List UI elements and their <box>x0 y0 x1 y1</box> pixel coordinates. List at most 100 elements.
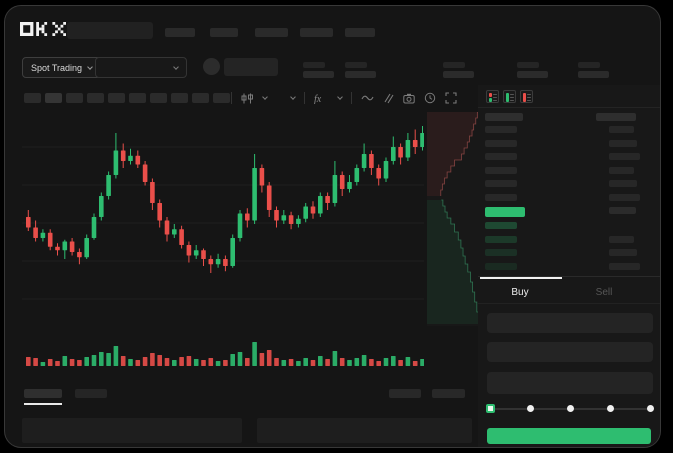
trading-app-window: Spot Trading fx <box>5 6 660 447</box>
market-type-selector[interactable]: Spot Trading <box>22 57 102 78</box>
orderbook-price-header <box>485 113 523 121</box>
book-combined-icon[interactable] <box>486 90 499 103</box>
timeframe-button[interactable] <box>171 93 188 103</box>
orderbook-amount-header <box>596 113 636 121</box>
pair-avatar <box>203 58 220 75</box>
timeframe-button[interactable] <box>150 93 167 103</box>
chevron-down-icon[interactable] <box>262 94 268 100</box>
layout-chevron-icon[interactable] <box>290 94 296 100</box>
bid-amount-placeholder[interactable] <box>609 249 637 256</box>
candle-type-icon[interactable] <box>241 93 254 104</box>
history-icon[interactable] <box>424 92 436 104</box>
timeframe-button[interactable] <box>87 93 104 103</box>
tab-sell[interactable]: Sell <box>595 287 613 298</box>
depth-chart[interactable] <box>427 112 480 326</box>
divider <box>304 92 305 104</box>
pair-name-placeholder <box>224 58 278 76</box>
stat-value-placeholder <box>517 71 548 78</box>
orderbook-view-toggles <box>486 90 533 103</box>
slider-stop[interactable] <box>606 405 614 412</box>
chevron-down-icon <box>87 63 93 70</box>
divider <box>231 92 232 104</box>
bid-amount-placeholder[interactable] <box>609 262 640 270</box>
bottom-tab-indicator <box>24 403 62 405</box>
amount-input[interactable] <box>487 342 653 362</box>
timeframe-button[interactable] <box>108 93 125 103</box>
ask-amount-placeholder[interactable] <box>609 139 637 147</box>
ask-price-placeholder[interactable] <box>485 166 517 174</box>
bottom-action-button[interactable] <box>432 389 465 398</box>
chevron-down-icon <box>173 63 179 70</box>
book-sell-icon[interactable] <box>520 90 533 103</box>
stat-value-placeholder <box>345 71 376 78</box>
stat-label-placeholder <box>345 62 367 68</box>
okx-logo[interactable] <box>20 22 66 37</box>
draw-tool-icon[interactable] <box>383 93 394 104</box>
stat-label-placeholder <box>443 62 465 68</box>
timeframe-button[interactable] <box>66 93 83 103</box>
nav-item-placeholder[interactable] <box>255 28 288 37</box>
ask-price-placeholder[interactable] <box>485 139 517 147</box>
ask-amount-placeholder[interactable] <box>609 166 634 174</box>
slider-handle[interactable] <box>485 404 495 413</box>
camera-icon[interactable] <box>403 93 415 104</box>
stat-label-placeholder <box>517 62 539 68</box>
ask-amount-placeholder[interactable] <box>609 153 640 160</box>
total-input[interactable] <box>487 372 653 394</box>
buy-submit-button[interactable] <box>487 428 651 444</box>
book-buy-icon[interactable] <box>503 90 516 103</box>
timeframe-button[interactable] <box>45 93 62 103</box>
market-type-label: Spot Trading <box>31 62 83 73</box>
ask-price-placeholder[interactable] <box>485 153 517 160</box>
candlestick-chart[interactable] <box>22 112 424 374</box>
bid-price-placeholder[interactable] <box>485 235 517 243</box>
nav-item-placeholder[interactable] <box>165 28 195 37</box>
stat-value-placeholder <box>578 71 609 78</box>
ask-price-placeholder[interactable] <box>485 180 517 187</box>
ask-amount-placeholder[interactable] <box>609 180 637 187</box>
amount-placeholder[interactable] <box>609 207 636 214</box>
bottom-panel-right <box>257 418 472 443</box>
bid-price-placeholder[interactable] <box>485 222 517 229</box>
chart-toolbar-icons: fx <box>231 91 457 105</box>
stat-label-placeholder <box>303 62 325 68</box>
search-input[interactable] <box>67 22 153 39</box>
bid-amount-placeholder[interactable] <box>609 235 634 243</box>
bottom-tab-active[interactable] <box>24 389 62 398</box>
fullscreen-icon[interactable] <box>445 92 457 104</box>
slider-stop[interactable] <box>566 405 574 412</box>
divider <box>351 92 352 104</box>
nav-item-placeholder[interactable] <box>300 28 333 37</box>
divider <box>478 303 660 304</box>
timeframe-button[interactable] <box>129 93 146 103</box>
stat-value-placeholder <box>303 71 334 78</box>
pair-selector[interactable] <box>95 57 187 78</box>
ask-price-placeholder[interactable] <box>485 126 517 133</box>
bid-price-placeholder[interactable] <box>485 249 517 256</box>
timeframe-button[interactable] <box>192 93 209 103</box>
indicator-chevron-icon[interactable] <box>337 94 343 100</box>
timeframe-button[interactable] <box>24 93 41 103</box>
line-tool-icon[interactable] <box>361 93 374 103</box>
tab-buy[interactable]: Buy <box>511 287 529 298</box>
slider-stop[interactable] <box>646 405 654 412</box>
bid-price-placeholder[interactable] <box>485 262 517 270</box>
timeframe-button[interactable] <box>213 93 230 103</box>
bottom-panel-left <box>22 418 242 443</box>
stat-value-placeholder <box>443 71 474 78</box>
ask-amount-placeholder[interactable] <box>609 193 640 201</box>
last-price-highlight[interactable] <box>485 207 525 217</box>
bottom-action-button[interactable] <box>389 389 421 398</box>
nav-item-placeholder[interactable] <box>345 28 375 37</box>
bottom-tab[interactable] <box>75 389 107 398</box>
ask-price-placeholder[interactable] <box>485 193 517 201</box>
stat-label-placeholder <box>578 62 600 68</box>
svg-text:fx: fx <box>314 94 322 104</box>
indicator-fx-icon[interactable]: fx <box>314 93 329 104</box>
ask-amount-placeholder[interactable] <box>609 126 634 133</box>
price-input[interactable] <box>487 313 653 333</box>
nav-item-placeholder[interactable] <box>210 28 238 37</box>
slider-stop[interactable] <box>526 405 534 412</box>
divider <box>478 276 660 277</box>
